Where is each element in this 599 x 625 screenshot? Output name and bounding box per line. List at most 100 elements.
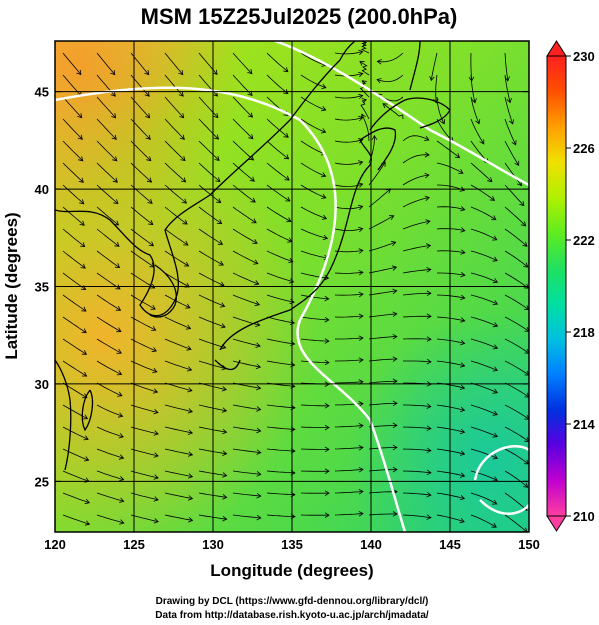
streamline-arrowhead [475, 119, 481, 125]
streamline [96, 162, 118, 183]
colorbar-tick-label: 210 [573, 509, 595, 524]
streamline [368, 215, 394, 230]
streamline [198, 338, 226, 349]
streamline-arrowhead [77, 113, 83, 119]
streamline [164, 514, 193, 521]
streamline-arrowhead [150, 283, 156, 289]
streamline [232, 52, 253, 74]
streamline [96, 514, 124, 524]
streamline [470, 360, 498, 371]
streamline [504, 74, 511, 103]
streamline [130, 250, 155, 268]
streamline [300, 140, 326, 155]
streamline [368, 469, 398, 472]
streamline-arrowhead [118, 433, 124, 439]
streamline [266, 118, 289, 138]
streamline-arrowhead [178, 91, 184, 97]
streamline-arrowhead [458, 169, 464, 174]
streamline [334, 161, 363, 165]
streamline-arrowhead [151, 347, 158, 353]
streamline-arrowhead [117, 412, 124, 418]
streamline [470, 492, 497, 505]
colorbar-tick-label: 214 [573, 417, 595, 432]
streamline [334, 117, 363, 121]
coastline-japan [214, 127, 397, 371]
streamline-arrowhead [151, 325, 157, 331]
streamline-arrowhead [322, 234, 329, 241]
streamline [232, 338, 261, 347]
streamline-arrowhead [321, 193, 327, 199]
streamline [62, 140, 84, 162]
streamline [436, 404, 465, 411]
streamline [430, 52, 438, 81]
x-tick-label: 140 [360, 537, 382, 552]
streamline [266, 162, 290, 181]
streamline [62, 492, 90, 504]
streamline-arrowhead [426, 403, 432, 409]
streamline [130, 206, 154, 225]
streamline [198, 206, 222, 224]
streamline [266, 338, 295, 345]
streamline [62, 184, 85, 205]
streamline [62, 448, 89, 461]
streamline-arrowhead [256, 471, 262, 477]
streamline [382, 103, 404, 120]
streamline [504, 272, 529, 289]
contour-line-cyclone [473, 445, 529, 515]
streamline-arrowhead [492, 300, 499, 306]
streamline [402, 197, 430, 208]
streamline-arrowhead [479, 139, 485, 145]
streamline [368, 402, 397, 406]
streamline-arrowhead [358, 466, 364, 473]
streamline [62, 338, 87, 355]
streamline-arrowhead [180, 155, 186, 162]
streamline-arrowhead [255, 363, 262, 370]
streamline-arrowhead [492, 366, 499, 372]
streamline [96, 382, 123, 397]
streamline [504, 206, 526, 227]
streamline [164, 360, 192, 371]
streamline [436, 250, 465, 254]
streamline-arrowhead [358, 115, 364, 122]
streamline [436, 206, 465, 211]
streamline [300, 316, 329, 321]
streamline-arrowhead [286, 217, 292, 223]
streamline-arrowhead [392, 356, 398, 362]
streamline-arrowhead [511, 140, 517, 146]
streamline-arrowhead [78, 156, 84, 162]
streamline-arrowhead [425, 243, 432, 249]
streamline [402, 135, 429, 142]
streamline [300, 250, 329, 259]
streamline [266, 272, 294, 283]
streamline-arrowhead [426, 514, 432, 520]
streamline-arrowhead [324, 295, 330, 302]
streamline-arrowhead [324, 338, 330, 344]
streamline [96, 228, 120, 247]
streamline [232, 426, 261, 432]
streamline [164, 316, 191, 329]
streamline-arrowhead [487, 177, 493, 183]
streamline-arrowhead [187, 495, 194, 501]
streamline [232, 492, 261, 497]
contour-line-north [55, 86, 407, 532]
streamline-arrowhead [186, 366, 193, 372]
streamline [368, 266, 397, 274]
streamline [300, 360, 329, 363]
streamline [164, 118, 185, 140]
streamline [470, 316, 498, 327]
streamline-arrowhead [391, 265, 398, 271]
gridlines [55, 41, 529, 532]
streamline [130, 228, 154, 247]
streamline-arrowhead [249, 176, 255, 182]
streamline-arrowhead [283, 89, 289, 95]
streamline-arrowhead [426, 290, 432, 297]
streamline [504, 140, 520, 166]
streamline [334, 271, 363, 274]
streamline-arrowhead [324, 468, 330, 475]
streamline-arrowhead [424, 135, 430, 141]
streamline-arrowhead [391, 240, 397, 247]
streamline [130, 426, 159, 435]
streamline-arrowhead [361, 80, 368, 86]
streamline [300, 118, 326, 133]
streamline-arrowhead [324, 490, 330, 496]
